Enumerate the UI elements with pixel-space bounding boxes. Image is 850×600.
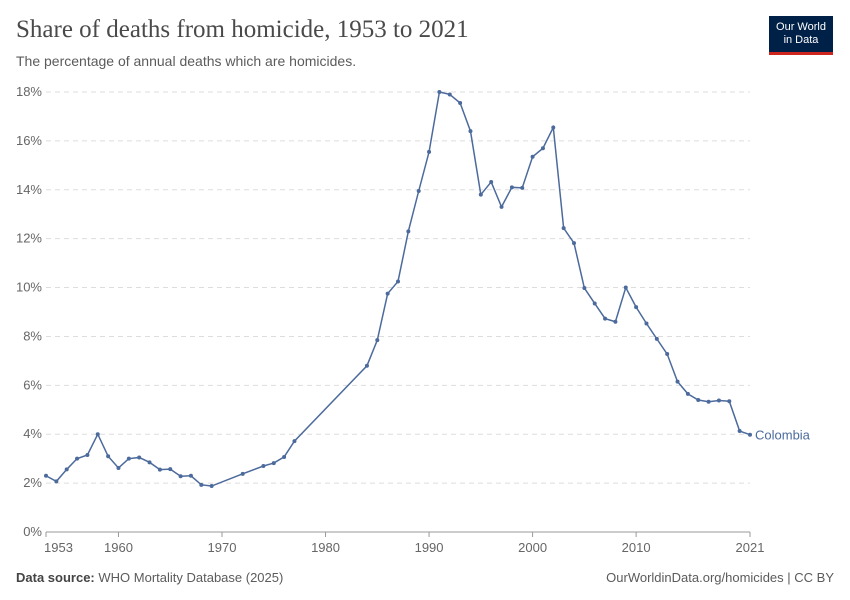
data-point [137, 455, 142, 460]
data-point [737, 429, 742, 434]
data-point [644, 321, 649, 326]
data-point [168, 467, 173, 472]
owid-logo[interactable]: Our World in Data [769, 16, 833, 55]
data-point [282, 454, 287, 459]
y-tick-label: 18% [16, 84, 42, 99]
data-point [509, 185, 514, 190]
data-point [478, 192, 483, 197]
data-point [675, 379, 680, 384]
data-point [106, 454, 111, 459]
data-point [437, 90, 442, 94]
data-point [157, 467, 162, 472]
data-point [406, 229, 411, 234]
y-tick-label: 12% [16, 231, 42, 246]
data-point [540, 146, 545, 151]
x-tick-label: 1990 [415, 540, 444, 555]
data-point [188, 473, 193, 478]
data-point [147, 460, 152, 465]
data-point [592, 301, 597, 306]
data-point [520, 185, 525, 190]
data-point [561, 226, 566, 231]
data-point [613, 319, 618, 324]
data-point [364, 363, 369, 368]
series-label: Colombia [755, 428, 811, 443]
data-point [85, 453, 90, 457]
data-point [499, 204, 504, 209]
x-tick-label: 1960 [104, 540, 133, 555]
data-point [64, 467, 69, 472]
x-tick-label: 2010 [622, 540, 651, 555]
data-point [696, 398, 701, 402]
data-point [623, 285, 628, 290]
data-point [75, 456, 80, 461]
logo-line1: Our World [776, 21, 826, 33]
data-point [458, 101, 463, 105]
data-point [685, 391, 690, 396]
data-point [95, 432, 100, 437]
data-point [54, 479, 59, 484]
data-point [530, 154, 535, 159]
data-point [634, 305, 639, 310]
data-point [468, 129, 473, 134]
data-point [396, 279, 400, 284]
y-tick-label: 14% [16, 182, 42, 197]
data-point [240, 471, 245, 476]
data-point [727, 399, 732, 404]
y-tick-label: 8% [23, 328, 42, 343]
data-point [126, 456, 131, 461]
series-line [45, 91, 751, 487]
data-point [748, 432, 752, 437]
data-point [416, 189, 421, 193]
data-point [292, 439, 297, 444]
data-point [209, 484, 214, 489]
data-point [44, 473, 48, 478]
x-tick-label: 2021 [736, 540, 765, 555]
y-tick-label: 4% [23, 426, 42, 441]
data-point [447, 92, 452, 97]
data-point [385, 291, 390, 296]
data-point [261, 464, 266, 468]
data-point [551, 125, 556, 130]
data-point [489, 179, 494, 184]
data-point [199, 482, 204, 487]
x-tick-label: 1980 [311, 540, 340, 555]
data-point [375, 338, 380, 343]
data-source: Data source: WHO Mortality Database (202… [16, 570, 283, 585]
y-tick-label: 16% [16, 133, 42, 148]
x-tick-label: 1953 [44, 540, 73, 555]
logo-line2: in Data [783, 34, 819, 46]
data-point [665, 352, 670, 357]
chart-subtitle: The percentage of annual deaths which ar… [16, 53, 357, 69]
data-point [716, 398, 721, 403]
x-tick-label: 1970 [208, 540, 237, 555]
data-point [706, 399, 711, 404]
y-tick-label: 2% [23, 475, 42, 490]
y-tick-label: 0% [23, 524, 42, 539]
chart-title: Share of deaths from homicide, 1953 to 2… [16, 16, 469, 43]
data-point [582, 286, 587, 291]
data-point [427, 149, 432, 154]
data-point [116, 465, 121, 470]
data-point [178, 474, 183, 479]
data-point [572, 241, 576, 246]
footer-link[interactable]: OurWorldinData.org/homicides | CC BY [606, 570, 834, 585]
y-tick-label: 6% [23, 377, 42, 392]
x-tick-label: 2000 [518, 540, 547, 555]
data-point [271, 461, 276, 466]
data-point [603, 316, 608, 321]
y-tick-label: 10% [16, 280, 42, 295]
source-text: WHO Mortality Database (2025) [98, 570, 284, 585]
data-point [654, 336, 659, 341]
source-label: Data source: [16, 570, 95, 585]
